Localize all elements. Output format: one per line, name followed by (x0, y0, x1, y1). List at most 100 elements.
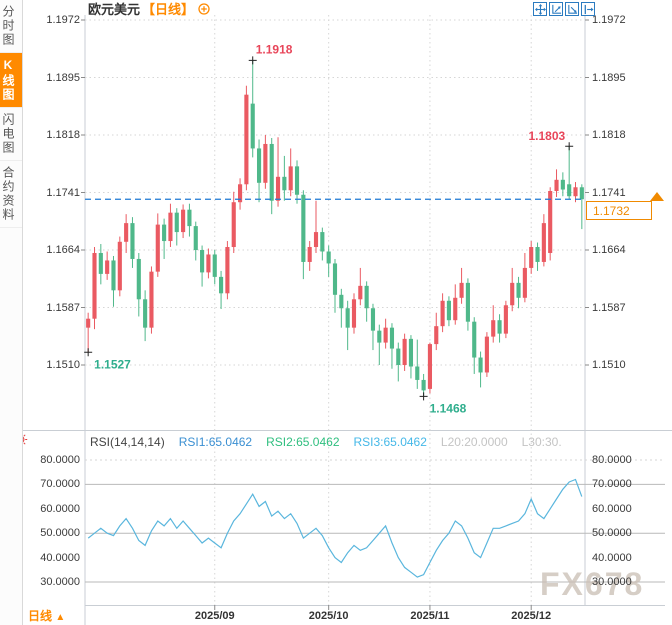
candle-body (200, 250, 205, 273)
candle-body (516, 282, 521, 298)
candle-body (415, 366, 420, 380)
candle-body (111, 260, 116, 291)
candle-body (206, 254, 211, 273)
candle-body (453, 297, 458, 321)
period-tab-daily[interactable]: 日线 ▲ (28, 609, 66, 623)
price-axis-label-left: 1.1895 (46, 71, 80, 84)
candle-body (440, 300, 445, 327)
price-axis-label-left: 1.1587 (46, 301, 80, 314)
candle-body (560, 179, 565, 190)
rsi-axis-label-right: 70.0000 (592, 478, 632, 491)
period-label: 【日线】 (142, 2, 195, 17)
sidebar-tab-lightning[interactable]: 闪电图 (0, 108, 22, 161)
rsi-l20-value: L20:20.0000 (440, 435, 508, 449)
candle-body (124, 223, 129, 242)
sidebar-tab-timeshare[interactable]: 分时图 (0, 0, 22, 53)
candle-body (92, 252, 97, 319)
price-axis-label-left: 1.1972 (46, 14, 80, 26)
candle-body (332, 263, 338, 295)
rsi3-value: RSI3:65.0462 (353, 435, 427, 449)
rsi-indicator-header: RSI(14,14,14) RSI1:65.0462 RSI2:65.0462 … (90, 435, 562, 449)
candle-body (434, 326, 439, 345)
candle-body (168, 212, 173, 242)
candle-body (351, 299, 357, 328)
extreme-cross-marker (84, 348, 93, 357)
candle-body (535, 247, 540, 262)
price-up-arrow-icon (650, 192, 664, 201)
candle-body (510, 282, 515, 306)
price-axis-label-left: 1.1741 (46, 186, 80, 199)
move-icon[interactable] (533, 2, 547, 16)
candle-body (313, 232, 319, 248)
add-indicator-icon[interactable] (198, 2, 210, 15)
candle-body (579, 187, 584, 200)
x-axis-label: 2025/09 (194, 610, 235, 622)
candle-body (529, 247, 534, 268)
candle-body (149, 271, 154, 328)
candle-body (459, 282, 464, 298)
candle-body (478, 357, 483, 373)
zoom-out-chart-icon[interactable] (565, 2, 579, 16)
candle-body (541, 223, 546, 262)
candle-body (427, 344, 433, 389)
chart-toolbar (533, 2, 595, 16)
candle-body (225, 247, 230, 294)
candle-body (358, 285, 363, 300)
candle-body (98, 252, 103, 274)
price-axis-label-right: 1.1895 (592, 71, 626, 84)
sidebar-tab-contract-info[interactable]: 合约资料 (0, 161, 22, 228)
zoom-in-chart-icon[interactable] (549, 2, 563, 16)
price-axis-label-right: 1.1510 (592, 359, 626, 371)
candle-body (162, 224, 167, 242)
candle-body (408, 338, 414, 367)
candle-body (244, 94, 249, 185)
candle-body (377, 330, 382, 343)
candlestick-layer (86, 60, 584, 397)
candle-body (130, 223, 135, 259)
price-axis-label-right: 1.1664 (592, 244, 626, 256)
panel-borders (22, 15, 672, 625)
rsi2-value: RSI2:65.0462 (266, 435, 340, 449)
candle-body (497, 320, 502, 334)
candle-body (465, 282, 470, 322)
candle-body (256, 148, 262, 183)
candle-body (567, 184, 572, 197)
candle-body (383, 327, 388, 343)
watermark: FX678 (540, 566, 645, 602)
candle-body (155, 224, 160, 272)
extreme-cross-marker (419, 392, 428, 401)
price-axis-label-right: 1.1818 (592, 129, 626, 141)
rsi-axis-label-left: 30.0000 (40, 576, 80, 588)
price-annotation: 1.1918 (256, 42, 293, 56)
sidebar: 分时图 K线图 闪电图 合约资料 (0, 0, 23, 625)
price-annotations: 1.1527 1.1918 1.1468 1.1803 (84, 42, 574, 415)
candle-body (294, 166, 300, 195)
candle-body (219, 276, 224, 294)
rsi-axis-label-right: 40.0000 (592, 551, 632, 564)
candle-body (402, 338, 407, 365)
rsi-gridlines (85, 459, 665, 583)
candle-body (396, 348, 401, 365)
candle-body (275, 176, 281, 201)
price-annotation: 1.1468 (430, 401, 467, 415)
rsi-line (87, 478, 583, 578)
candle-body (282, 176, 287, 191)
candle-body (345, 308, 350, 328)
pan-right-icon[interactable] (581, 2, 595, 16)
extreme-cross-marker (248, 56, 257, 65)
candle-body (181, 209, 186, 233)
candle-body (472, 321, 477, 358)
candle-body (307, 247, 312, 262)
price-axis-label-left: 1.1510 (46, 359, 80, 371)
price-annotation: 1.1527 (94, 357, 131, 371)
candle-body (389, 327, 395, 349)
rsi1-value: RSI1:65.0462 (178, 435, 253, 449)
extreme-cross-marker (565, 142, 574, 151)
candle-body (554, 179, 559, 192)
candle-body (573, 187, 578, 197)
candle-body (339, 294, 344, 309)
candle-body (86, 318, 91, 328)
sidebar-tab-kline[interactable]: K线图 (0, 53, 22, 108)
candle-body (174, 212, 179, 233)
